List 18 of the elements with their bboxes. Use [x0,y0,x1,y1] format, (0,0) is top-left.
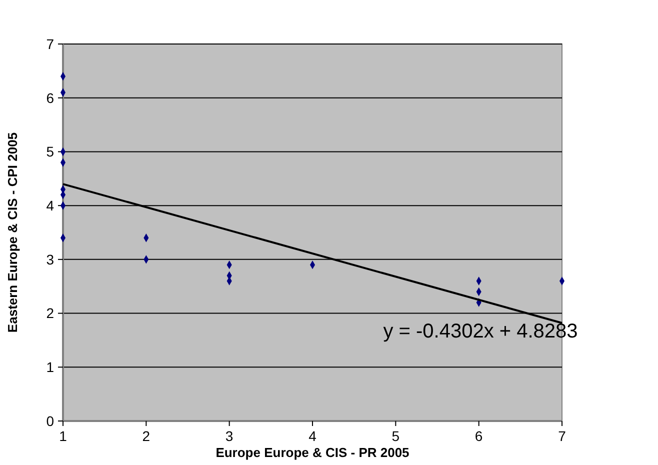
y-tick-label: 2 [46,305,54,322]
annotation: y = -0.4302x + 4.8283 [383,320,578,343]
x-tick-label: 1 [59,428,68,444]
y-tick-label: 7 [46,36,54,52]
y-axis-title: Eastern Europe & CIS - CPI 2005 [5,132,20,333]
x-tick-label: 7 [558,428,566,444]
y-tick-label: 1 [46,359,54,376]
y-tick-label: 3 [46,251,54,268]
y-tick-label: 0 [46,412,54,429]
x-tick-label: 3 [225,428,234,444]
x-axis-title: Europe Europe & CIS - PR 2005 [216,445,410,460]
x-tick-label: 5 [392,428,400,444]
y-tick-label: 4 [46,197,54,214]
x-tick-label: 4 [308,428,317,444]
y-tick-label: 6 [46,90,54,106]
y-tick-label: 5 [46,144,54,160]
x-tick-label: 6 [474,428,483,444]
x-tick-label: 2 [142,428,150,444]
